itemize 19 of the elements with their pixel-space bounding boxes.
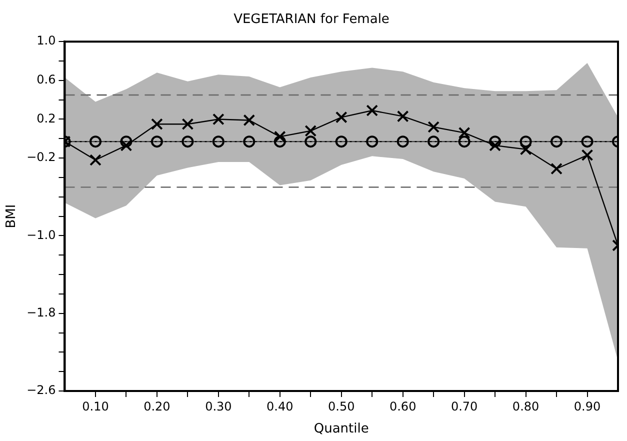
x-tick-label: 0.20: [144, 399, 170, 414]
y-tick-label: −0.2: [26, 150, 56, 164]
y-axis-title: BMI: [4, 204, 20, 228]
x-tick-label: 0.10: [82, 399, 109, 414]
x-tick-label: 0.40: [266, 399, 294, 414]
y-tick-label: 0.2: [36, 111, 56, 126]
y-tick-label: −2.6: [26, 383, 56, 398]
x-tick-label: 0.30: [205, 399, 232, 414]
y-tick-label: 1.0: [36, 34, 56, 48]
x-tick-label: 0.60: [389, 399, 416, 414]
chart-title: VEGETARIAN for Female: [234, 12, 390, 28]
x-tick-label: 0.70: [450, 399, 478, 414]
x-tick-label: 0.50: [328, 399, 355, 414]
y-tick-label: −1.8: [26, 305, 56, 320]
x-axis-title: Quantile: [314, 422, 369, 437]
y-tick-label: 0.6: [36, 72, 56, 87]
x-tick-label: 0.80: [512, 399, 540, 414]
y-tick-label: −1.0: [26, 228, 56, 242]
x-tick-label: 0.90: [574, 399, 601, 414]
